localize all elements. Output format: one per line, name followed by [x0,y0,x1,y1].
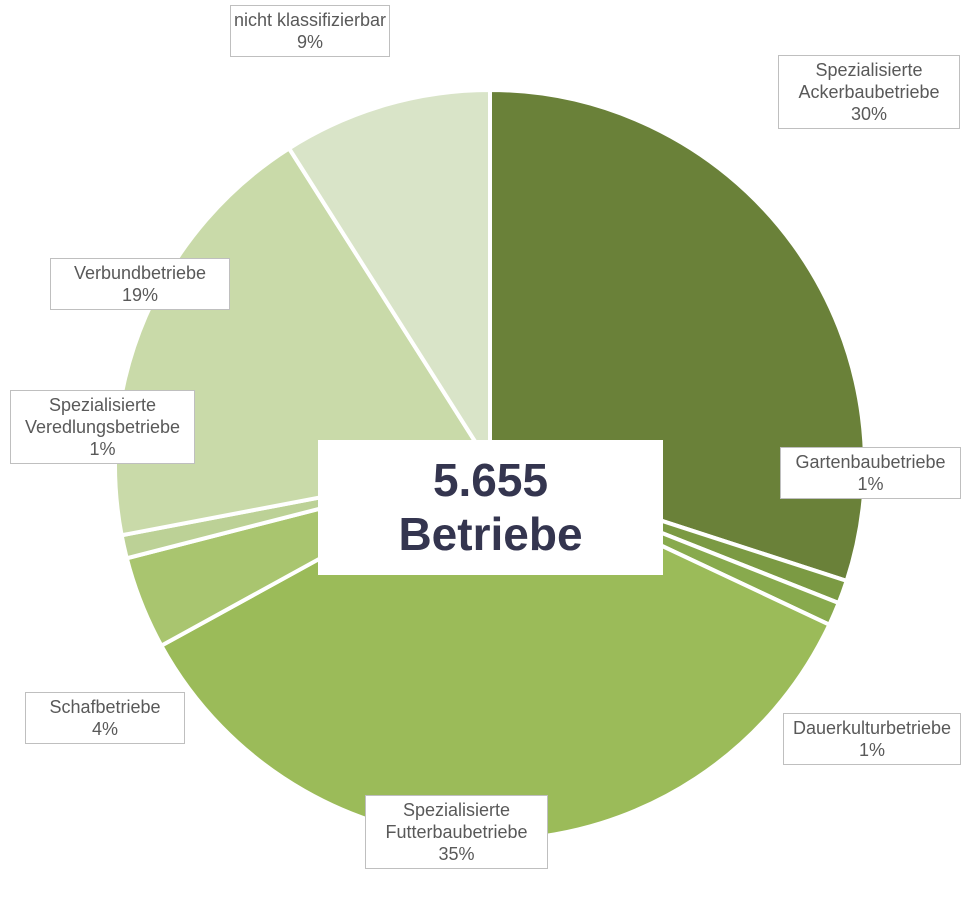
slice-value: 30% [850,104,888,124]
slice-label: Spezialisierte Futterbaubetriebe 35% [365,795,548,869]
pie-slice [113,146,492,538]
slice-name: Schafbetriebe [49,697,161,717]
slice-label: Gartenbaubetriebe 1% [780,447,961,499]
slice-name: Verbundbetriebe [73,263,207,283]
slice-value: 9% [296,32,323,52]
slice-name: Spezialisierte Veredlungsbetriebe [24,395,181,437]
slice-name: Spezialisierte Ackerbaubetriebe [798,60,940,102]
slice-name: nicht klassifizierbar [233,10,387,30]
slice-label: Verbundbetriebe 19% [50,258,230,310]
slice-name: Spezialisierte Futterbaubetriebe [385,800,528,842]
center-unit: Betriebe [398,508,583,560]
slice-label: nicht klassifizierbar 9% [230,5,390,57]
slice-label: Dauerkulturbetriebe 1% [783,713,961,765]
slice-label: Schafbetriebe 4% [25,692,185,744]
slice-name: Dauerkulturbetriebe [792,718,952,738]
slice-value: 1% [89,439,116,459]
slice-value: 4% [91,719,118,739]
slice-value: 19% [121,285,159,305]
center-number: 5.655 [432,454,549,506]
slice-value: 1% [857,474,884,494]
pie-slice [287,88,492,467]
slice-label: Spezialisierte Veredlungsbetriebe 1% [10,390,195,464]
slice-name: Gartenbaubetriebe [795,452,946,472]
center-label: 5.655 Betriebe [318,440,663,575]
slice-value: 1% [858,740,885,760]
slice-value: 35% [438,844,475,864]
slice-label: Spezialisierte Ackerbaubetriebe 30% [778,55,960,129]
